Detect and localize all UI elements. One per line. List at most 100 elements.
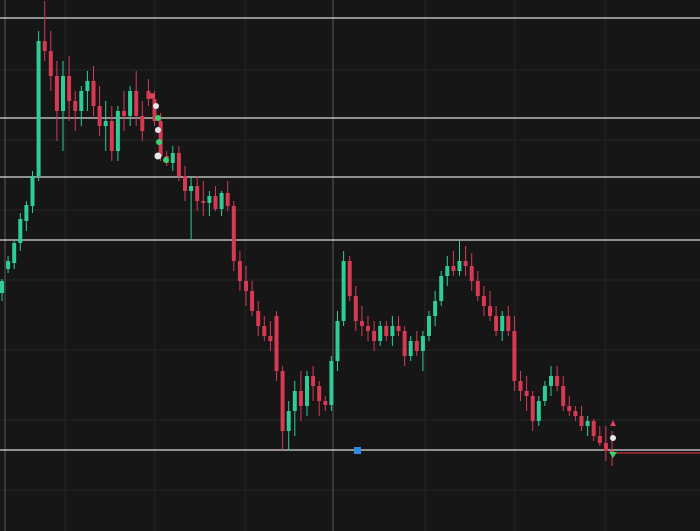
candle-body — [408, 341, 413, 356]
candle-body — [311, 376, 316, 386]
blue-marker — [354, 447, 361, 454]
candle-body — [237, 261, 242, 281]
candle-body — [176, 153, 181, 176]
candle-body — [262, 326, 267, 336]
candle-body — [42, 41, 47, 51]
candle-body — [347, 261, 352, 296]
candle-body — [341, 261, 346, 321]
candle-body — [579, 416, 584, 426]
candle-body — [530, 396, 535, 421]
candle-body — [195, 186, 200, 201]
candle-body — [85, 81, 90, 91]
signal-dot — [156, 139, 162, 145]
signal-dot — [153, 103, 159, 109]
signal-markers — [149, 93, 617, 458]
candle-body — [91, 81, 96, 106]
candle-body — [524, 391, 529, 396]
signal-dot — [155, 115, 161, 121]
candle-body — [48, 51, 53, 76]
candle-body — [67, 76, 72, 101]
candle-body — [79, 91, 84, 111]
signal-triangle — [609, 452, 617, 458]
candle-body — [445, 266, 450, 276]
candle-body — [225, 193, 230, 206]
candle-body — [36, 41, 41, 176]
candle-body — [353, 296, 358, 321]
candle-body — [457, 261, 462, 271]
signal-dot — [154, 152, 162, 160]
candle-body — [280, 371, 285, 431]
candle-body — [384, 326, 389, 336]
candle-body — [286, 411, 291, 431]
candle-body — [567, 406, 572, 411]
candle-body — [420, 336, 425, 351]
candle-body — [536, 401, 541, 421]
candle-body — [146, 91, 151, 99]
candle-body — [109, 121, 114, 151]
candle-body — [207, 196, 212, 203]
candle-body — [372, 331, 377, 341]
candle-body — [402, 331, 407, 356]
candle-body — [97, 106, 102, 126]
candle-body — [30, 176, 35, 206]
candle-body — [73, 101, 78, 111]
candle-body — [54, 76, 59, 111]
candle-body — [250, 291, 255, 311]
candle-body — [427, 316, 431, 336]
candle-body — [329, 361, 334, 405]
candle-body — [451, 266, 456, 271]
candle-body — [24, 205, 29, 221]
candle-body — [555, 376, 560, 386]
candle-body — [305, 376, 309, 406]
candle-body — [359, 321, 364, 326]
candle-body — [549, 376, 553, 386]
candle-body — [488, 306, 492, 316]
candle-body — [494, 316, 499, 331]
candle-body — [500, 316, 505, 331]
candle-body — [213, 196, 218, 209]
candle-body — [103, 121, 108, 126]
candle-body — [152, 99, 157, 121]
candle-body — [298, 391, 303, 406]
candle-body — [6, 261, 11, 269]
candle-body — [274, 316, 279, 371]
candle-body — [433, 301, 438, 316]
signal-triangle — [610, 420, 616, 426]
signal-dot — [163, 157, 169, 163]
candle-body — [603, 443, 608, 451]
candle-body — [475, 281, 480, 296]
signal-dot — [155, 127, 161, 133]
candle-body — [335, 321, 340, 361]
candle-body — [189, 186, 194, 191]
candle-body — [170, 153, 175, 163]
candle-body — [561, 386, 566, 406]
candles — [0, 1, 614, 466]
candle-body — [591, 421, 596, 436]
candle-body — [219, 193, 224, 209]
candle-body — [463, 261, 468, 266]
candle-body — [244, 281, 248, 291]
candle-body — [512, 331, 517, 381]
candle-body — [268, 336, 273, 341]
candle-body — [0, 281, 4, 293]
candle-body — [231, 206, 236, 261]
candle-body — [256, 311, 261, 326]
candle-body — [201, 201, 206, 203]
candle-body — [390, 326, 395, 336]
candle-body — [585, 421, 590, 426]
candle-body — [158, 121, 163, 156]
candle-body — [115, 111, 120, 151]
candle-body — [597, 436, 602, 443]
candle-body — [366, 326, 370, 331]
candle-body — [122, 111, 126, 116]
levels — [0, 17, 700, 454]
candle-body — [12, 243, 17, 263]
candle-body — [323, 401, 328, 405]
signal-dot — [149, 93, 155, 99]
candle-body — [128, 91, 133, 116]
candle-body — [134, 91, 139, 116]
candle-body — [439, 276, 444, 301]
candle-body — [183, 176, 187, 191]
candle-body — [378, 326, 383, 341]
